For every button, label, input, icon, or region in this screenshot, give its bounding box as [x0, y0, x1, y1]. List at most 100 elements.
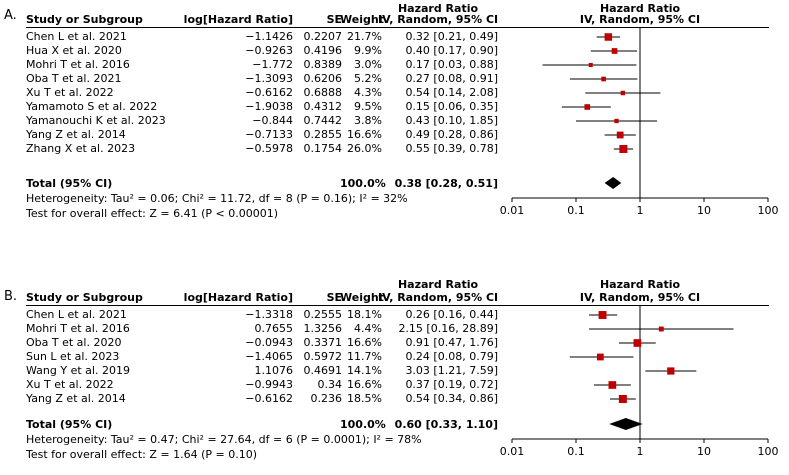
study-se: 0.6206: [303, 72, 343, 85]
study-loghr: −1.1426: [245, 30, 293, 43]
study-ci: 0.40 [0.17, 0.90]: [405, 44, 498, 57]
study-loghr: −0.6162: [245, 392, 293, 405]
study-name: Xu T et al. 2022: [26, 378, 114, 391]
total-weight: 100.0%: [340, 177, 386, 190]
study-loghr: −0.6162: [245, 86, 293, 99]
x-tick-label: 10: [697, 204, 711, 217]
panel-label: A.: [4, 8, 17, 23]
study-loghr: −0.844: [252, 114, 293, 127]
study-marker: [618, 395, 627, 403]
study-marker: [584, 104, 591, 110]
study-loghr: 1.1076: [254, 364, 294, 377]
study-weight: 5.2%: [354, 72, 382, 85]
study-weight: 3.0%: [354, 58, 382, 71]
study-loghr: −0.5978: [245, 142, 293, 155]
study-ci: 0.43 [0.10, 1.85]: [405, 114, 498, 127]
study-se: 0.1754: [303, 142, 343, 155]
study-ci: 0.55 [0.39, 0.78]: [405, 142, 498, 155]
study-loghr: −1.3093: [245, 72, 293, 85]
x-tick-label: 0.01: [500, 445, 525, 458]
study-name: Yang Z et al. 2014: [26, 128, 126, 141]
study-se: 0.236: [310, 392, 343, 405]
x-tick-label: 10: [697, 445, 711, 458]
study-loghr: 0.7655: [254, 322, 294, 335]
x-tick-label: 100: [758, 445, 779, 458]
study-marker: [667, 367, 675, 375]
panel-label: B.: [4, 289, 18, 304]
study-marker: [620, 90, 626, 96]
study-loghr: −1.772: [252, 58, 293, 71]
study-name: Yamamoto S et al. 2022: [26, 100, 158, 113]
study-se: 0.7442: [303, 114, 343, 127]
study-name: Xu T et al. 2022: [26, 86, 114, 99]
study-weight: 18.1%: [347, 308, 382, 321]
pooled-diamond: [604, 177, 622, 189]
study-loghr: −1.9038: [245, 100, 293, 113]
study-name: Oba T et al. 2021: [26, 72, 122, 85]
study-name: Yamanouchi K et al. 2023: [26, 114, 166, 127]
study-name: Chen L et al. 2021: [26, 308, 127, 321]
study-loghr: −1.4065: [245, 350, 293, 363]
header-plot-top: Hazard Ratio: [599, 278, 681, 291]
study-ci: 0.24 [0.08, 0.79]: [405, 350, 498, 363]
header-plot-bottom: IV, Random, 95% CI: [579, 13, 701, 26]
study-name: Mohri T et al. 2016: [26, 322, 130, 335]
overall-effect-text: Test for overall effect: Z = 6.41 (P < 0…: [26, 207, 278, 220]
study-se: 0.3371: [303, 336, 343, 349]
study-se: 0.2555: [303, 308, 343, 321]
header-hr-bottom: IV, Random, 95% CI: [378, 291, 499, 304]
study-ci: 0.32 [0.21, 0.49]: [405, 30, 498, 43]
study-weight: 16.6%: [347, 336, 382, 349]
study-ci: 0.15 [0.06, 0.35]: [405, 100, 498, 113]
header-hr-top: Hazard Ratio: [397, 2, 479, 15]
study-marker: [611, 48, 618, 54]
study-se: 0.6888: [303, 86, 343, 99]
study-weight: 14.1%: [347, 364, 382, 377]
study-weight: 4.3%: [354, 86, 382, 99]
header-loghr: log[Hazard Ratio]: [183, 291, 293, 304]
overall-effect-text: Test for overall effect: Z = 1.64 (P = 0…: [26, 448, 257, 461]
study-ci: 0.54 [0.34, 0.86]: [405, 392, 498, 405]
study-name: Yang Z et al. 2014: [26, 392, 126, 405]
study-ci: 0.37 [0.19, 0.72]: [405, 378, 498, 391]
header-plot-top: Hazard Ratio: [599, 2, 681, 15]
study-ci: 0.91 [0.47, 1.76]: [405, 336, 498, 349]
study-se: 0.4691: [303, 364, 343, 377]
study-name: Mohri T et al. 2016: [26, 58, 130, 71]
study-name: Hua X et al. 2020: [26, 44, 122, 57]
header-weight: Weight: [340, 291, 384, 304]
study-se: 1.3256: [303, 322, 343, 335]
study-ci: 0.49 [0.28, 0.86]: [405, 128, 498, 141]
x-tick-label: 1: [637, 445, 644, 458]
study-ci: 0.26 [0.16, 0.44]: [405, 308, 498, 321]
total-ci: 0.38 [0.28, 0.51]: [394, 177, 498, 190]
heterogeneity-text: Heterogeneity: Tau² = 0.47; Chi² = 27.64…: [26, 433, 422, 446]
x-tick-label: 0.1: [567, 445, 585, 458]
study-se: 0.8389: [303, 58, 343, 71]
study-ci: 0.27 [0.08, 0.91]: [405, 72, 498, 85]
study-ci: 0.17 [0.03, 0.88]: [405, 58, 498, 71]
total-label: Total (95% CI): [26, 418, 113, 431]
study-marker: [604, 33, 613, 41]
study-se: 0.34: [317, 378, 343, 391]
study-weight: 9.9%: [354, 44, 382, 57]
forest-panel-a: A. Study or Subgroup log[Hazard Ratio] S…: [0, 0, 789, 235]
x-tick-label: 100: [758, 204, 779, 217]
study-name: Chen L et al. 2021: [26, 30, 127, 43]
total-ci: 0.60 [0.33, 1.10]: [394, 418, 498, 431]
study-weight: 26.0%: [347, 142, 382, 155]
forest-plot-b: 0.01 0.1 1 10 100: [500, 306, 779, 458]
total-weight: 100.0%: [340, 418, 386, 431]
study-loghr: −0.9263: [245, 44, 293, 57]
study-weight: 11.7%: [347, 350, 382, 363]
header-study: Study or Subgroup: [26, 13, 143, 26]
header-rule: [26, 27, 769, 28]
study-marker: [616, 131, 624, 139]
study-weight: 16.6%: [347, 128, 382, 141]
study-loghr: −1.3318: [245, 308, 293, 321]
header-plot-bottom: IV, Random, 95% CI: [579, 291, 701, 304]
study-loghr: −0.0943: [245, 336, 293, 349]
study-marker: [601, 76, 606, 82]
heterogeneity-text: Heterogeneity: Tau² = 0.06; Chi² = 11.72…: [26, 192, 408, 205]
study-ci: 3.03 [1.21, 7.59]: [405, 364, 498, 377]
